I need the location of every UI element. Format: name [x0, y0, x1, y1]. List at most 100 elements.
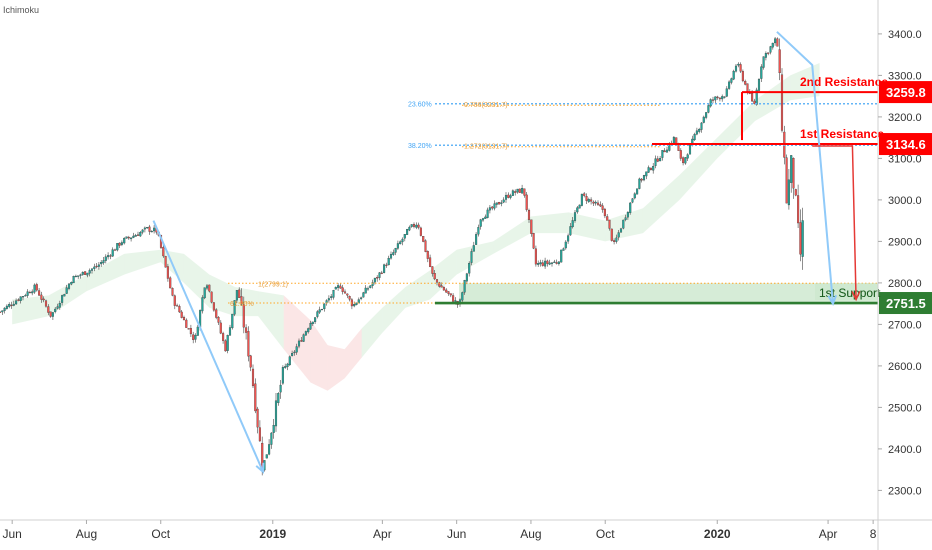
- candle: [769, 46, 772, 53]
- ichimoku-cloud: [12, 295, 49, 325]
- candle: [396, 243, 399, 249]
- time-tick-label: 2020: [704, 527, 731, 541]
- candle: [327, 298, 330, 301]
- ichimoku-cloud: [568, 212, 606, 242]
- candle: [468, 263, 471, 274]
- candle: [663, 150, 666, 153]
- candle: [302, 334, 305, 342]
- candle: [171, 288, 174, 296]
- candle: [596, 202, 600, 205]
- candle: [3, 307, 6, 311]
- candle: [318, 309, 321, 313]
- candle: [433, 273, 436, 280]
- candle: [702, 116, 705, 123]
- candle: [217, 317, 220, 323]
- candle: [560, 249, 563, 263]
- candle: [360, 297, 363, 299]
- candle: [178, 306, 181, 313]
- candle: [741, 71, 744, 82]
- candle: [58, 303, 61, 308]
- candle: [799, 222, 802, 255]
- candle: [610, 228, 613, 241]
- candle: [534, 248, 537, 265]
- candle: [486, 209, 489, 218]
- candle: [24, 295, 27, 297]
- candle: [578, 204, 581, 209]
- candle: [711, 99, 715, 101]
- candle: [498, 202, 501, 205]
- candle: [728, 81, 731, 89]
- candle: [132, 235, 135, 238]
- candle: [380, 272, 383, 274]
- price-badge-text: 3259.8: [886, 85, 926, 100]
- candle: [251, 368, 255, 387]
- candle: [603, 208, 606, 217]
- candle: [707, 105, 710, 113]
- candle: [272, 425, 275, 433]
- ichimoku-cloud: [405, 270, 430, 308]
- candle: [440, 285, 443, 288]
- candle: [72, 276, 75, 284]
- candle: [619, 228, 623, 233]
- candle: [17, 299, 20, 301]
- candle: [355, 302, 358, 305]
- candle: [504, 195, 508, 200]
- candle: [378, 272, 381, 278]
- candle: [341, 287, 344, 292]
- candle: [297, 340, 301, 347]
- ichimoku-cloud: [48, 274, 87, 317]
- ichimoku-cloud: [86, 253, 125, 292]
- candle: [725, 88, 728, 97]
- candle: [0, 311, 2, 313]
- candle: [629, 202, 632, 213]
- candle: [203, 287, 206, 299]
- candle: [10, 304, 13, 306]
- candle: [113, 249, 117, 251]
- candle: [757, 79, 761, 91]
- candle: [787, 179, 790, 206]
- candle: [348, 296, 351, 300]
- candle: [477, 227, 480, 235]
- candle: [557, 261, 560, 265]
- price-badge: [879, 81, 932, 104]
- candle: [70, 282, 73, 285]
- candle: [346, 293, 349, 296]
- candle: [148, 226, 151, 232]
- candle: [417, 224, 420, 228]
- candle: [31, 291, 34, 294]
- candle: [753, 100, 756, 104]
- price-tick-label: 2900.0: [888, 236, 922, 248]
- candle: [19, 296, 22, 301]
- candle: [258, 427, 261, 442]
- candle: [81, 272, 84, 275]
- candle: [54, 308, 57, 312]
- indicator-label: Ichimoku: [3, 5, 40, 15]
- candle: [654, 158, 657, 166]
- candle: [723, 96, 726, 98]
- candle: [84, 271, 87, 275]
- target-arrow-head: [851, 290, 861, 302]
- candle: [511, 190, 514, 196]
- target-arrow: [812, 145, 857, 300]
- candle: [61, 295, 64, 303]
- candle: [215, 309, 218, 318]
- candle: [281, 367, 284, 384]
- candle: [67, 283, 71, 289]
- candle: [792, 158, 795, 189]
- candle: [219, 322, 222, 334]
- candle: [523, 188, 526, 196]
- candle: [463, 280, 466, 293]
- candle: [40, 294, 43, 300]
- price-tick-label: 2500.0: [888, 402, 922, 414]
- candle: [51, 312, 54, 317]
- candle: [408, 226, 411, 231]
- candle: [233, 300, 236, 315]
- candle: [169, 277, 172, 289]
- candle: [461, 292, 464, 301]
- price-tick-label: 2400.0: [888, 444, 922, 456]
- ichimoku-cloud: [258, 291, 284, 350]
- price-tick-label: 2700.0: [888, 319, 922, 331]
- candle: [130, 237, 133, 240]
